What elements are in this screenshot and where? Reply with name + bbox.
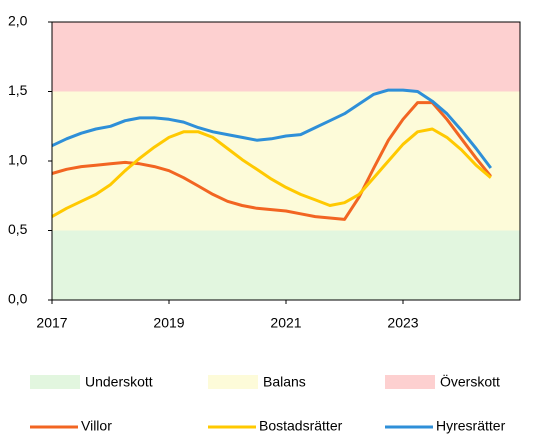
y-tick-label: 1,0 xyxy=(8,152,28,168)
band xyxy=(52,230,520,300)
series-line xyxy=(51,88,492,169)
x-tick-label: 2019 xyxy=(153,315,184,331)
legend-label: Villor xyxy=(81,418,112,434)
legend-swatch xyxy=(208,375,258,389)
legend-label: Bostadsrätter xyxy=(259,418,343,434)
legend-label: Överskott xyxy=(440,373,500,390)
legend-label: Hyresrätter xyxy=(436,418,506,434)
y-tick-label: 1,5 xyxy=(8,82,28,98)
series-line xyxy=(51,101,492,221)
legend-label: Balans xyxy=(263,374,306,390)
series-line xyxy=(51,127,492,218)
y-tick-label: 0,0 xyxy=(8,291,28,307)
x-tick-label: 2017 xyxy=(36,315,67,331)
plot-border xyxy=(51,21,521,301)
band xyxy=(52,22,520,92)
y-tick-label: 0,5 xyxy=(8,221,28,237)
legend-label: Underskott xyxy=(85,374,153,390)
legend-swatch xyxy=(385,375,435,389)
x-tick-label: 2021 xyxy=(270,315,301,331)
legend-swatch xyxy=(30,375,80,389)
y-tick-label: 2,0 xyxy=(8,13,28,29)
x-tick-label: 2023 xyxy=(387,315,418,331)
